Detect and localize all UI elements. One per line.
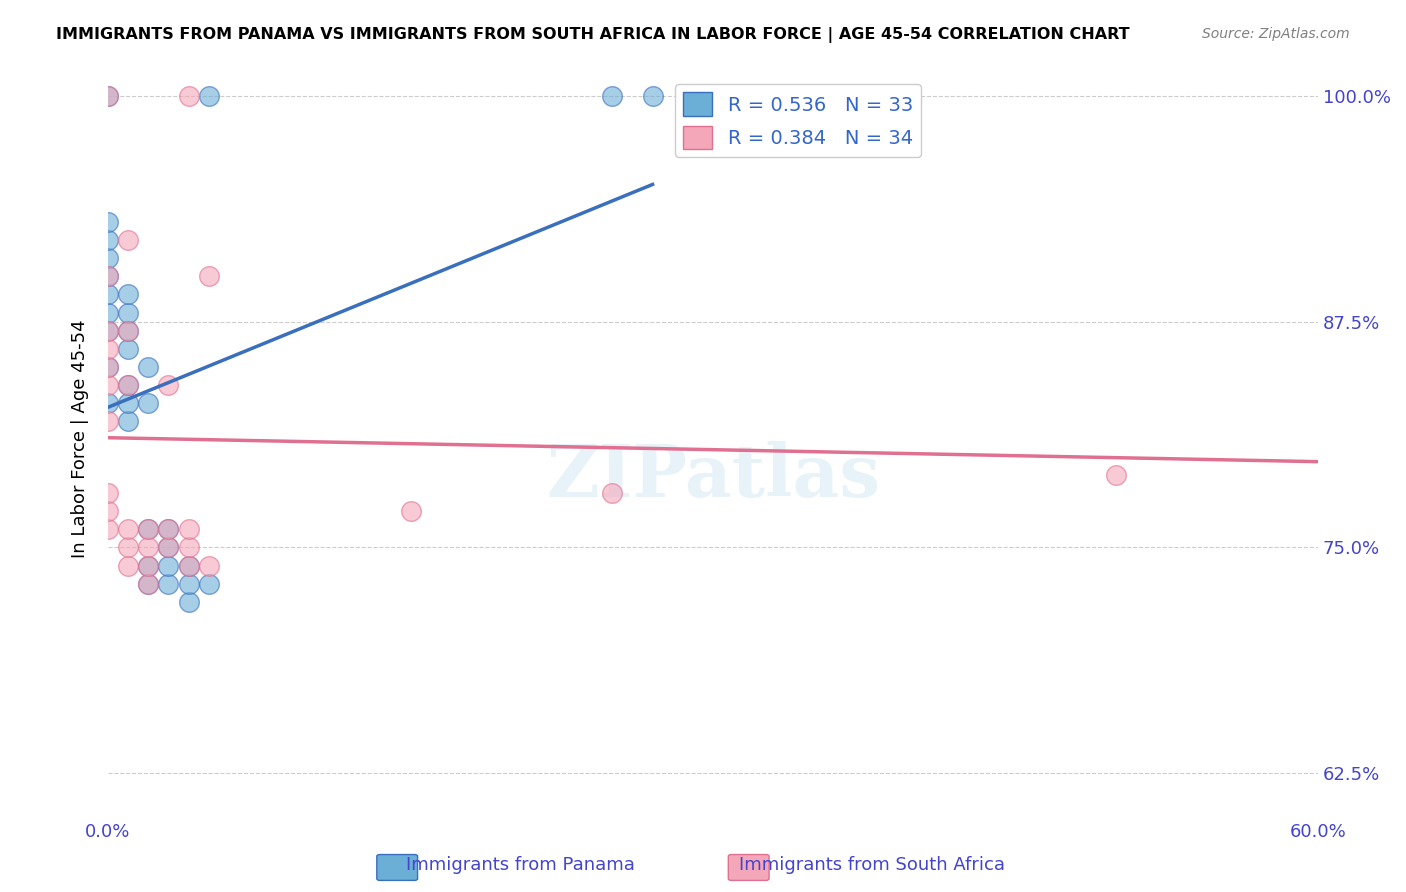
Point — [600, 88, 623, 103]
Legend: R = 0.536   N = 33, R = 0.384   N = 34: R = 0.536 N = 33, R = 0.384 N = 34 — [675, 85, 921, 157]
Point — [97, 88, 120, 103]
Point — [97, 233, 120, 247]
Point — [157, 377, 180, 392]
Point — [97, 305, 120, 319]
Point — [97, 88, 120, 103]
Point — [117, 377, 139, 392]
Point — [97, 215, 120, 229]
Point — [117, 396, 139, 410]
Point — [136, 576, 159, 591]
Point — [1105, 468, 1128, 483]
Point — [399, 504, 422, 518]
Point — [198, 88, 221, 103]
Point — [641, 88, 664, 103]
Point — [117, 233, 139, 247]
Point — [97, 377, 120, 392]
Point — [177, 522, 200, 536]
Point — [117, 414, 139, 428]
Point — [97, 324, 120, 338]
Point — [97, 504, 120, 518]
Point — [198, 558, 221, 573]
Point — [97, 359, 120, 374]
Point — [136, 522, 159, 536]
Text: IMMIGRANTS FROM PANAMA VS IMMIGRANTS FROM SOUTH AFRICA IN LABOR FORCE | AGE 45-5: IMMIGRANTS FROM PANAMA VS IMMIGRANTS FRO… — [56, 27, 1130, 43]
Point — [117, 541, 139, 555]
Point — [136, 558, 159, 573]
Text: Immigrants from South Africa: Immigrants from South Africa — [738, 856, 1005, 874]
Point — [198, 576, 221, 591]
Point — [97, 252, 120, 266]
Point — [117, 558, 139, 573]
Point — [198, 269, 221, 284]
Point — [157, 558, 180, 573]
Point — [136, 522, 159, 536]
Point — [97, 359, 120, 374]
Text: ZIPatlas: ZIPatlas — [546, 442, 880, 513]
Point — [117, 287, 139, 301]
Point — [600, 486, 623, 500]
Point — [157, 522, 180, 536]
Point — [117, 324, 139, 338]
Point — [97, 269, 120, 284]
Point — [117, 342, 139, 356]
Point — [97, 396, 120, 410]
Point — [136, 541, 159, 555]
Point — [136, 359, 159, 374]
Y-axis label: In Labor Force | Age 45-54: In Labor Force | Age 45-54 — [72, 319, 89, 558]
Point — [117, 305, 139, 319]
Point — [136, 558, 159, 573]
Text: Immigrants from Panama: Immigrants from Panama — [406, 856, 634, 874]
Text: Source: ZipAtlas.com: Source: ZipAtlas.com — [1202, 27, 1350, 41]
Point — [97, 486, 120, 500]
Point — [117, 324, 139, 338]
Point — [97, 287, 120, 301]
Point — [177, 558, 200, 573]
Point — [177, 576, 200, 591]
Point — [157, 541, 180, 555]
Point — [136, 396, 159, 410]
Point — [117, 377, 139, 392]
Point — [157, 522, 180, 536]
Point — [177, 558, 200, 573]
Point — [157, 576, 180, 591]
Point — [97, 324, 120, 338]
Point — [97, 522, 120, 536]
Point — [97, 342, 120, 356]
Point — [177, 88, 200, 103]
Point — [97, 414, 120, 428]
Point — [177, 541, 200, 555]
Point — [157, 541, 180, 555]
Point — [136, 576, 159, 591]
Point — [177, 594, 200, 608]
Point — [117, 522, 139, 536]
Point — [97, 269, 120, 284]
